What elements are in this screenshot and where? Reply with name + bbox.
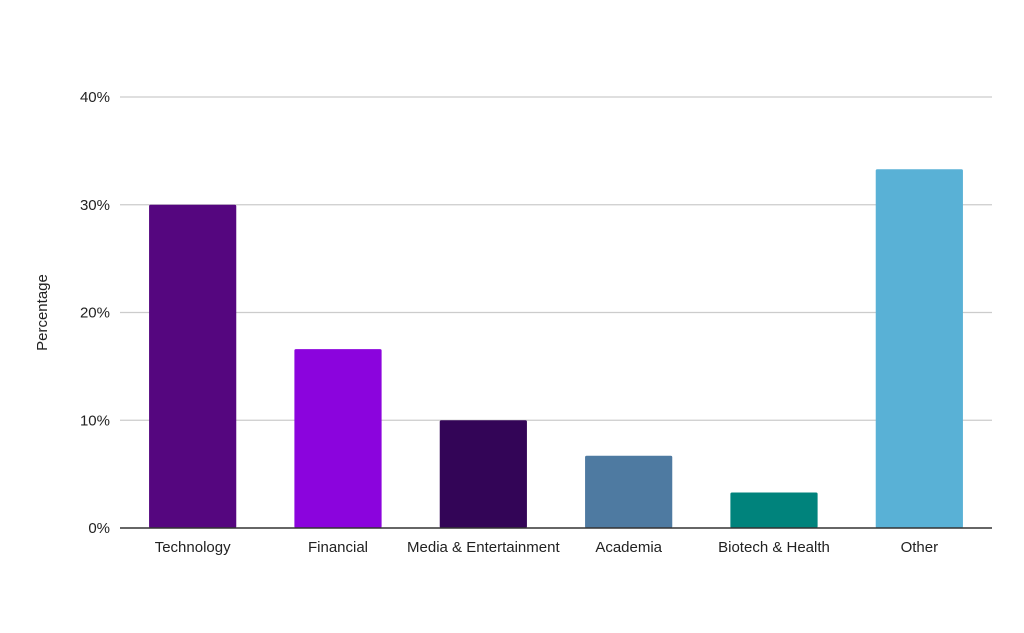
y-tick-label: 0%: [88, 520, 110, 537]
x-tick-label: Biotech & Health: [718, 539, 830, 556]
y-tick-labels: 0% 10% 20% 30% 40%: [80, 89, 110, 537]
x-tick-label: Other: [901, 539, 939, 556]
x-tick-label: Media & Entertainment: [407, 539, 560, 556]
bars: [149, 169, 963, 528]
bar: [294, 349, 382, 528]
y-axis-title: Percentage: [34, 274, 51, 351]
x-tick-label: Financial: [308, 539, 368, 556]
y-tick-label: 30%: [80, 197, 110, 214]
bar: [875, 169, 963, 528]
x-tick-label: Academia: [595, 539, 662, 556]
bar: [585, 455, 673, 528]
bar: [149, 204, 237, 528]
y-tick-label: 20%: [80, 305, 110, 322]
bar: [439, 420, 527, 528]
bar: [730, 492, 818, 528]
x-tick-label: Technology: [155, 539, 231, 556]
y-tick-label: 10%: [80, 412, 110, 429]
y-tick-label: 40%: [80, 89, 110, 106]
x-tick-labels: Technology Financial Media & Entertainment…: [155, 539, 938, 556]
gridlines: [120, 96, 992, 421]
